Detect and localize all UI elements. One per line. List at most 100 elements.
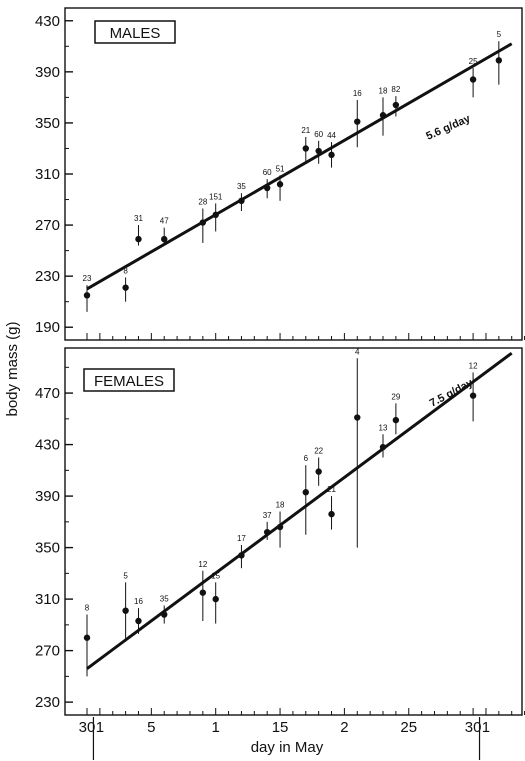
- females-plot-frame: [64, 347, 523, 716]
- females-y-tick-label: 470: [35, 385, 60, 402]
- males-data-point: [328, 151, 335, 159]
- females-data-point: [328, 510, 335, 518]
- females-data-point: [83, 634, 91, 641]
- females-sample-size-label: 15: [211, 571, 220, 580]
- males-sample-size-label: 60: [314, 130, 323, 139]
- males-sample-size-label: 51: [276, 164, 285, 173]
- females-label: FEMALES: [94, 373, 164, 390]
- males-y-tick-label: 270: [35, 217, 60, 234]
- males-data-point: [263, 184, 271, 192]
- males-sample-size-label: 47: [160, 217, 169, 226]
- males-sample-size-label: 31: [134, 214, 143, 223]
- females-data-point: [238, 552, 245, 559]
- males-data-point: [135, 235, 142, 243]
- females-regression-line: [86, 351, 513, 670]
- females-data-point: [263, 528, 271, 536]
- males-plot-frame: [64, 7, 523, 341]
- females-sample-size-label: 21: [327, 485, 336, 494]
- females-sample-size-label: 8: [85, 604, 90, 613]
- males-sample-size-label: 35: [237, 182, 246, 191]
- females-data-point: [469, 392, 477, 399]
- x-tick-label: 25: [400, 719, 417, 736]
- x-tick-label: 30: [79, 719, 96, 736]
- males-rate-label: 5.6 g/day: [424, 112, 473, 142]
- females-sample-size-label: 22: [314, 446, 323, 455]
- females-data-point: [302, 489, 309, 496]
- x-tick-label: 5: [147, 719, 155, 736]
- males-sample-size-label: 23: [83, 274, 92, 283]
- x-tick-label: 30: [465, 719, 482, 736]
- females-data-point: [122, 607, 129, 614]
- males-regression-line: [86, 42, 513, 291]
- males-label: MALES: [110, 25, 161, 42]
- males-data-point: [315, 147, 322, 155]
- females-data-point: [379, 443, 387, 451]
- males-sample-size-label: 18: [379, 86, 388, 95]
- males-panel: MALES 5.6 g/day 190 230 270 310 350 390 430 23 8…: [35, 7, 525, 341]
- females-sample-size-label: 18: [276, 501, 285, 510]
- x-tick-label: 15: [272, 719, 289, 736]
- females-sample-size-label: 12: [469, 361, 478, 370]
- x-tick-label: 1: [96, 719, 104, 736]
- females-sample-size-label: 29: [391, 392, 400, 401]
- females-data-point: [135, 617, 142, 625]
- females-y-tick-label: 270: [35, 643, 60, 660]
- males-sample-size-label: 60: [263, 168, 272, 177]
- females-y-tick-label: 310: [35, 591, 60, 608]
- females-sample-size-label: 13: [379, 423, 388, 432]
- females-y-tick-label: 350: [35, 540, 60, 557]
- males-sample-size-label: 21: [301, 126, 310, 135]
- males-y-tick-label: 190: [35, 319, 60, 336]
- x-tick-label: 1: [212, 719, 220, 736]
- males-data-point: [392, 101, 400, 109]
- females-sample-size-label: 37: [263, 511, 272, 520]
- females-sample-size-label: 12: [198, 560, 207, 569]
- males-y-tick-label: 230: [35, 268, 60, 285]
- males-label-box: [94, 20, 176, 44]
- males-sample-size-label: 25: [469, 57, 478, 66]
- females-sample-size-label: 4: [355, 347, 360, 356]
- females-y-tick-label: 430: [35, 437, 60, 454]
- males-data-point: [379, 112, 387, 119]
- males-data-point: [276, 181, 284, 188]
- females-data-point: [276, 523, 284, 531]
- x-tick-label: 1: [482, 719, 490, 736]
- males-y-tick-label: 430: [35, 13, 60, 30]
- males-data-point: [212, 211, 219, 219]
- males-data-point: [302, 145, 309, 152]
- females-data-point: [392, 416, 400, 424]
- males-y-tick-label: 310: [35, 166, 60, 183]
- males-sample-size-label: 151: [209, 192, 223, 201]
- x-axis-title: day in May: [251, 739, 324, 756]
- males-data-point: [469, 76, 477, 83]
- males-data-point: [238, 197, 245, 205]
- males-data-point: [122, 284, 129, 291]
- males-data-point: [495, 57, 503, 64]
- males-sample-size-label: 28: [198, 197, 207, 206]
- x-tick-label: 2: [340, 719, 348, 736]
- females-label-box: [83, 368, 175, 392]
- females-data-point: [212, 595, 219, 603]
- males-sample-size-label: 5: [497, 30, 502, 39]
- females-sample-size-label: 6: [304, 454, 309, 463]
- males-sample-size-label: 8: [123, 266, 128, 275]
- females-rate-label: 7.5 g/day: [428, 377, 476, 410]
- males-data-point: [199, 219, 207, 226]
- males-y-tick-label: 350: [35, 115, 60, 132]
- females-panel: FEMALES 7.5 g/day 230 270 310 350 390 430 470 8…: [35, 347, 525, 716]
- females-sample-size-label: 17: [237, 534, 246, 543]
- females-data-point: [161, 611, 168, 618]
- females-data-point: [199, 589, 207, 596]
- males-data-point: [161, 235, 168, 243]
- females-y-tick-label: 230: [35, 694, 60, 711]
- females-data-point: [315, 468, 322, 475]
- males-sample-size-label: 44: [327, 131, 336, 140]
- females-data-point: [354, 414, 361, 421]
- males-y-tick-label: 390: [35, 64, 60, 81]
- males-data-point: [354, 118, 361, 125]
- females-sample-size-label: 35: [160, 595, 169, 604]
- y-axis-title: body mass (g): [4, 321, 21, 416]
- males-sample-size-label: 16: [353, 89, 362, 98]
- females-sample-size-label: 16: [134, 597, 143, 606]
